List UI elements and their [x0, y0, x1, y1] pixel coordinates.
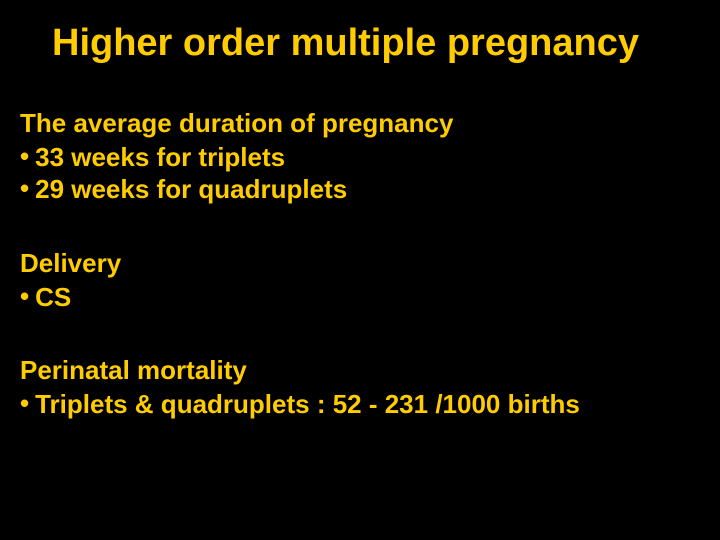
- bullet-icon: •: [20, 173, 29, 204]
- bullet-icon: •: [20, 141, 29, 172]
- section-gap: [20, 206, 690, 248]
- bullet-row: • 29 weeks for quadruplets: [20, 173, 690, 206]
- bullet-row: • 33 weeks for triplets: [20, 141, 690, 174]
- slide-container: Higher order multiple pregnancy The aver…: [0, 0, 720, 540]
- section-gap: [20, 313, 690, 355]
- bullet-row: • CS: [20, 281, 690, 314]
- bullet-row: • Triplets & quadruplets : 52 - 231 /100…: [20, 388, 690, 421]
- bullet-text: Triplets & quadruplets : 52 - 231 /1000 …: [35, 388, 580, 421]
- section-heading-3: Perinatal mortality: [20, 355, 690, 386]
- section-heading-2: Delivery: [20, 248, 690, 279]
- bullet-text: 29 weeks for quadruplets: [35, 173, 347, 206]
- bullet-text: CS: [35, 281, 71, 314]
- slide-content: The average duration of pregnancy • 33 w…: [0, 66, 720, 421]
- bullet-icon: •: [20, 281, 29, 312]
- slide-title: Higher order multiple pregnancy: [0, 0, 720, 66]
- section-heading-1: The average duration of pregnancy: [20, 108, 690, 139]
- bullet-text: 33 weeks for triplets: [35, 141, 285, 174]
- bullet-icon: •: [20, 388, 29, 419]
